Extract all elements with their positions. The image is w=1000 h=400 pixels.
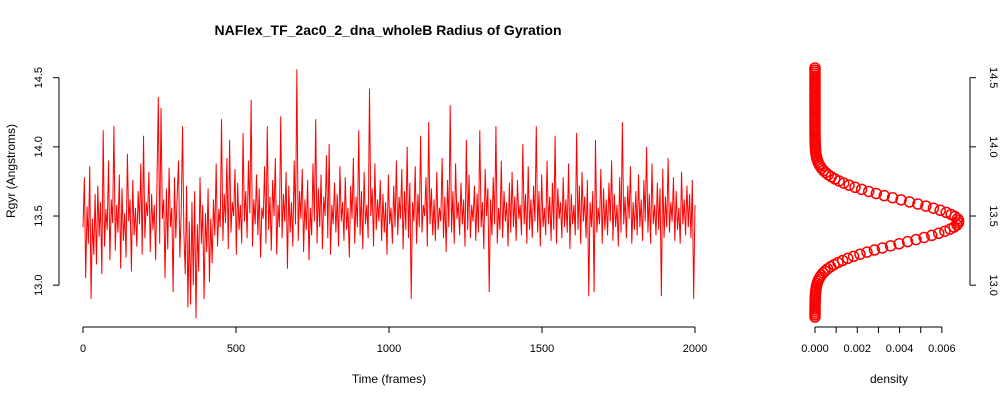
density-y-tick-label: 14.5: [987, 67, 999, 88]
density-x-axis-title: density: [870, 372, 908, 386]
density-point: [855, 183, 868, 196]
density-panel: 0.000 0.002 0.004 0.006 13.0 13.5 14.0 14.5 de…: [801, 62, 999, 386]
density-point: [884, 240, 897, 252]
rgyr-series-line: [82, 69, 696, 319]
density-point: [927, 202, 940, 214]
density-point: [932, 227, 945, 240]
density-point: [939, 225, 951, 237]
density-point: [918, 231, 930, 244]
density-point: [854, 248, 866, 260]
density-x-tick-label: 0.002: [844, 343, 872, 355]
density-point: [878, 189, 891, 202]
density-x-axis: 0.000 0.002 0.004 0.006: [801, 326, 956, 355]
density-point: [876, 242, 889, 254]
rgyr-y-axis: 13.0 13.5 14.0 14.5: [33, 67, 60, 296]
time-series-panel: 0 500 1000 1500 2000 13.0 13.5 14.0 14.5 Time (…: [4, 67, 707, 386]
density-x-tick-label: 0.004: [886, 343, 914, 355]
density-point: [868, 244, 881, 256]
density-y-axis: 13.0 13.5 14.0 14.5: [969, 67, 999, 296]
x-tick-label: 1000: [377, 343, 401, 355]
density-point: [849, 181, 861, 194]
chart-title: NAFlex_TF_2ac0_2_dna_wholeB Radius of Gy…: [215, 22, 562, 38]
density-point: [912, 198, 924, 210]
x-tick-label: 500: [227, 343, 245, 355]
density-y-tick-label: 13.5: [987, 205, 999, 226]
density-y-tick-label: 14.0: [987, 136, 999, 157]
density-point: [940, 206, 952, 219]
density-x-tick-label: 0.006: [928, 343, 956, 355]
x-tick-label: 1500: [530, 343, 554, 355]
x-axis-title: Time (frames): [352, 372, 426, 386]
density-point: [862, 185, 875, 198]
density-point: [843, 179, 855, 191]
density-y-tick-label: 13.0: [987, 274, 999, 295]
density-point: [925, 229, 938, 242]
density-point: [847, 250, 860, 263]
density-point: [903, 196, 916, 208]
density-point: [901, 235, 914, 248]
y-tick-label: 13.0: [33, 274, 45, 295]
density-point: [895, 194, 907, 206]
y-tick-label: 13.5: [33, 205, 45, 226]
y-tick-label: 14.0: [33, 136, 45, 157]
density-points: [809, 62, 965, 323]
density-point: [920, 200, 932, 212]
time-x-axis: 0 500 1000 1500 2000: [80, 326, 707, 355]
density-point: [861, 246, 873, 258]
density-point: [893, 238, 905, 250]
x-tick-label: 0: [80, 343, 86, 355]
x-tick-label: 2000: [683, 343, 707, 355]
density-point: [842, 252, 854, 265]
density-point: [836, 254, 849, 267]
y-axis-title: Rgyr (Angstroms): [4, 124, 18, 218]
density-point: [886, 191, 899, 204]
density-point: [809, 62, 821, 74]
density-point: [934, 204, 946, 217]
density-x-tick-label: 0.000: [801, 343, 829, 355]
density-point: [870, 187, 883, 200]
density-point: [910, 233, 922, 246]
y-tick-label: 14.5: [33, 67, 45, 88]
